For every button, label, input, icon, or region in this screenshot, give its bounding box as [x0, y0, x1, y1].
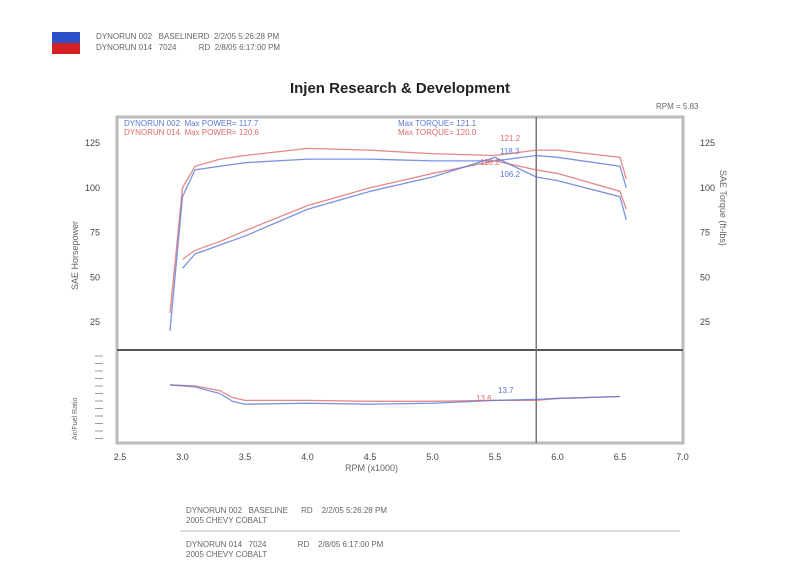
x-tick-label: 3.5: [239, 452, 252, 462]
chart-title: Injen Research & Development: [289, 80, 511, 97]
x-tick-label: 7.0: [676, 452, 689, 462]
x-tick-label: 4.0: [301, 452, 314, 462]
y-right-tick-label: 100: [700, 183, 715, 193]
y-left-tick-label: 100: [85, 183, 100, 193]
afr-series-002: [169, 384, 621, 405]
annotation-m-torque: Max TORQUE= 120.0: [398, 128, 477, 137]
y-right-tick-label: 75: [700, 228, 710, 238]
y-right-tick-label: 50: [700, 272, 710, 282]
swatch-baseline: [52, 32, 80, 43]
swatch-mod: [52, 43, 80, 54]
cursor-value: 118.3: [500, 147, 520, 156]
x-tick-label: 4.5: [364, 452, 377, 462]
cursor-readout: RPM = 5.83: [656, 102, 699, 111]
x-tick-label: 5.0: [426, 452, 439, 462]
plot-frame: [115, 115, 685, 445]
legend-swatch: [52, 32, 80, 54]
cursor-value: 106.2: [500, 170, 521, 179]
x-tick-label: 3.0: [176, 452, 189, 462]
series-014-upper: [169, 147, 627, 314]
y-left-tick-label: 125: [85, 138, 100, 148]
y-right-tick-label: 25: [700, 317, 710, 327]
afr-series-014: [169, 384, 621, 402]
footer-run-1: DYNORUN 002 BASELINE RD 2/2/05 5:26:28 P…: [186, 506, 387, 515]
y-left-tick-label: 25: [90, 317, 100, 327]
cursor-value: 110.2: [480, 158, 500, 167]
y-axis-right-label: SAE Torque (ft-lbs): [718, 170, 728, 246]
cursor-value: 121.2: [500, 134, 521, 143]
cursor-value: 13.6: [476, 394, 492, 403]
footer-car-2: 2005 CHEVY COBALT: [186, 550, 268, 559]
series-014-lower: [182, 160, 627, 260]
x-tick-label: 6.0: [551, 452, 564, 462]
y-axis-left-label: SAE Horsepower: [70, 220, 80, 290]
x-tick-label: 6.5: [614, 452, 627, 462]
annotation-b-power: DYNORUN 002 Max POWER= 117.7: [124, 119, 259, 128]
cursor-value: 13.7: [498, 386, 514, 395]
footer-car-1: 2005 CHEVY COBALT: [186, 516, 268, 525]
legend-run-2: DYNORUN 014 7024 RD 2/8/05 6:17:00 PM: [96, 43, 281, 52]
y-left-tick-label: 75: [90, 228, 100, 238]
legend-run-1: DYNORUN 002 BASELINERD 2/2/05 5:26:28 PM: [96, 32, 280, 41]
afr-axis-label: Air/Fuel Ratio: [72, 397, 79, 440]
x-tick-label: 5.5: [489, 452, 502, 462]
annotation-m-power: DYNORUN 014 Max POWER= 120.6: [124, 128, 259, 137]
x-axis-label: RPM (x1000): [345, 463, 399, 473]
footer-run-2: DYNORUN 014 7024 RD 2/8/05 6:17:00 PM: [186, 540, 384, 549]
divider: [180, 530, 680, 532]
annotation-b-torque: Max TORQUE= 121.1: [398, 119, 477, 128]
series-002-lower: [182, 156, 627, 269]
y-left-tick-label: 50: [90, 272, 100, 282]
x-tick-label: 2.5: [114, 452, 127, 462]
y-right-tick-label: 125: [700, 138, 715, 148]
series-002-upper: [169, 154, 627, 332]
